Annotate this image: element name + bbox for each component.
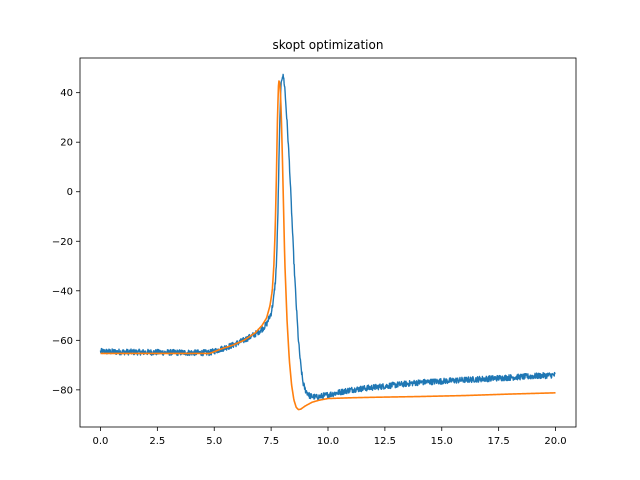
x-tick-label: 20.0	[544, 436, 566, 447]
y-tick-label: −20	[52, 237, 73, 248]
y-tick-label: 40	[60, 88, 73, 99]
x-tick-label: 7.5	[263, 436, 279, 447]
x-tick-label: 17.5	[488, 436, 510, 447]
y-tick-label: −80	[52, 385, 73, 396]
plot-frame	[79, 57, 577, 428]
y-tick-label: −40	[52, 286, 73, 297]
x-axis: 0.0 2.5 5.0 7.5 10.0 12.5 15.0 17.5 20.0	[93, 427, 567, 447]
series-line-2	[100, 80, 556, 411]
x-tick-label: 5.0	[206, 436, 222, 447]
y-tick-label: 0	[67, 187, 73, 198]
y-axis: −80 −60 −40 −20 0 20 40	[52, 88, 80, 396]
y-tick-label: 20	[60, 138, 73, 149]
chart-title: skopt optimization	[273, 38, 384, 52]
y-tick-label: −60	[52, 336, 73, 347]
series-layer	[99, 73, 556, 411]
x-tick-label: 0.0	[93, 436, 109, 447]
x-tick-label: 10.0	[317, 436, 339, 447]
x-tick-label: 12.5	[374, 436, 396, 447]
x-tick-label: 2.5	[149, 436, 165, 447]
x-tick-label: 15.0	[431, 436, 453, 447]
